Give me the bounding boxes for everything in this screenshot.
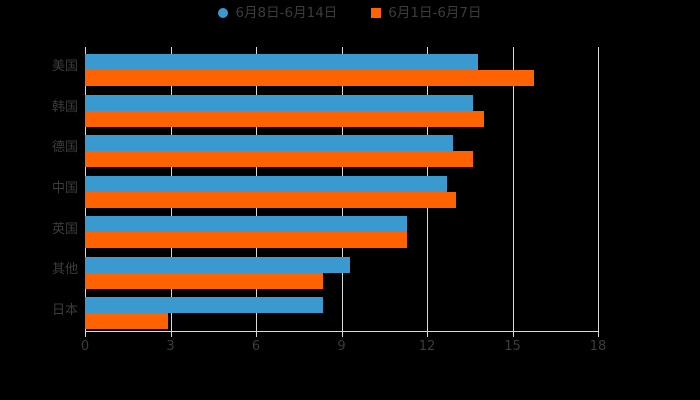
bar-series-2[interactable] — [85, 272, 323, 289]
legend-label-series-2: 6月1日-6月7日 — [388, 5, 482, 21]
square-marker-icon — [371, 8, 382, 18]
bar-group-row — [85, 290, 598, 331]
bar-group-row — [85, 209, 598, 250]
category-label: 中国 — [51, 181, 78, 196]
x-tick-label: 3 — [166, 339, 175, 354]
category-label: 日本 — [51, 302, 78, 318]
bar-group-row — [85, 250, 598, 291]
x-tick-0 — [85, 331, 86, 337]
bar-series-1[interactable] — [85, 54, 479, 70]
x-tick-3 — [170, 331, 172, 337]
legend-item-series-1[interactable]: 6月8日-6月14日 — [218, 6, 337, 20]
x-tick-18 — [598, 331, 599, 337]
bar-group-row — [85, 128, 598, 169]
bar-series-2[interactable] — [85, 232, 408, 249]
category-label: 韩国 — [51, 99, 78, 115]
legend-label-series-1: 6月8日-6月14日 — [235, 5, 338, 21]
x-tick-12 — [427, 331, 428, 337]
category-label: 德国 — [51, 140, 78, 156]
x-tick-label: 18 — [589, 339, 607, 354]
bar-group-row — [85, 88, 598, 129]
circle-marker-icon — [218, 8, 229, 18]
bar-series-2[interactable] — [85, 313, 168, 330]
bar-series-1[interactable] — [85, 256, 351, 273]
bar-series-2[interactable] — [85, 191, 456, 208]
bar-series-1[interactable] — [85, 94, 473, 111]
x-tick-label: 12 — [418, 339, 436, 354]
x-tick-15 — [512, 331, 514, 337]
x-tick-label: 15 — [504, 339, 521, 354]
bar-series-2[interactable] — [85, 151, 473, 168]
category-label: 英国 — [51, 221, 78, 237]
plot-area: 0 3 6 9 12 15 18 — [81, 47, 606, 354]
chart-legend: 6月8日-6月14日 6月1日-6月7日 — [0, 6, 700, 20]
x-tick-label: 6 — [251, 339, 261, 354]
category-label: 其他 — [51, 262, 78, 278]
x-tick-label: 0 — [80, 339, 90, 354]
plot-right-edge — [598, 47, 599, 331]
bar-series-1[interactable] — [85, 297, 323, 314]
gridline-x-15 — [512, 47, 514, 331]
x-tick-label: 9 — [337, 339, 346, 354]
x-tick-9 — [341, 331, 343, 337]
bar-series-1[interactable] — [85, 135, 453, 152]
bar-series-2[interactable] — [85, 70, 534, 86]
legend-item-series-2[interactable]: 6月1日-6月7日 — [371, 5, 482, 21]
bar-series-2[interactable] — [85, 110, 484, 127]
bar-series-1[interactable] — [85, 175, 447, 192]
bar-series-1[interactable] — [85, 216, 408, 233]
bar-group-row — [85, 169, 598, 210]
bar-group-row — [85, 47, 598, 88]
category-axis: 美国韩国德国中国英国其他日本 — [0, 47, 78, 331]
category-label: 美国 — [51, 59, 78, 75]
x-tick-6 — [256, 331, 257, 337]
